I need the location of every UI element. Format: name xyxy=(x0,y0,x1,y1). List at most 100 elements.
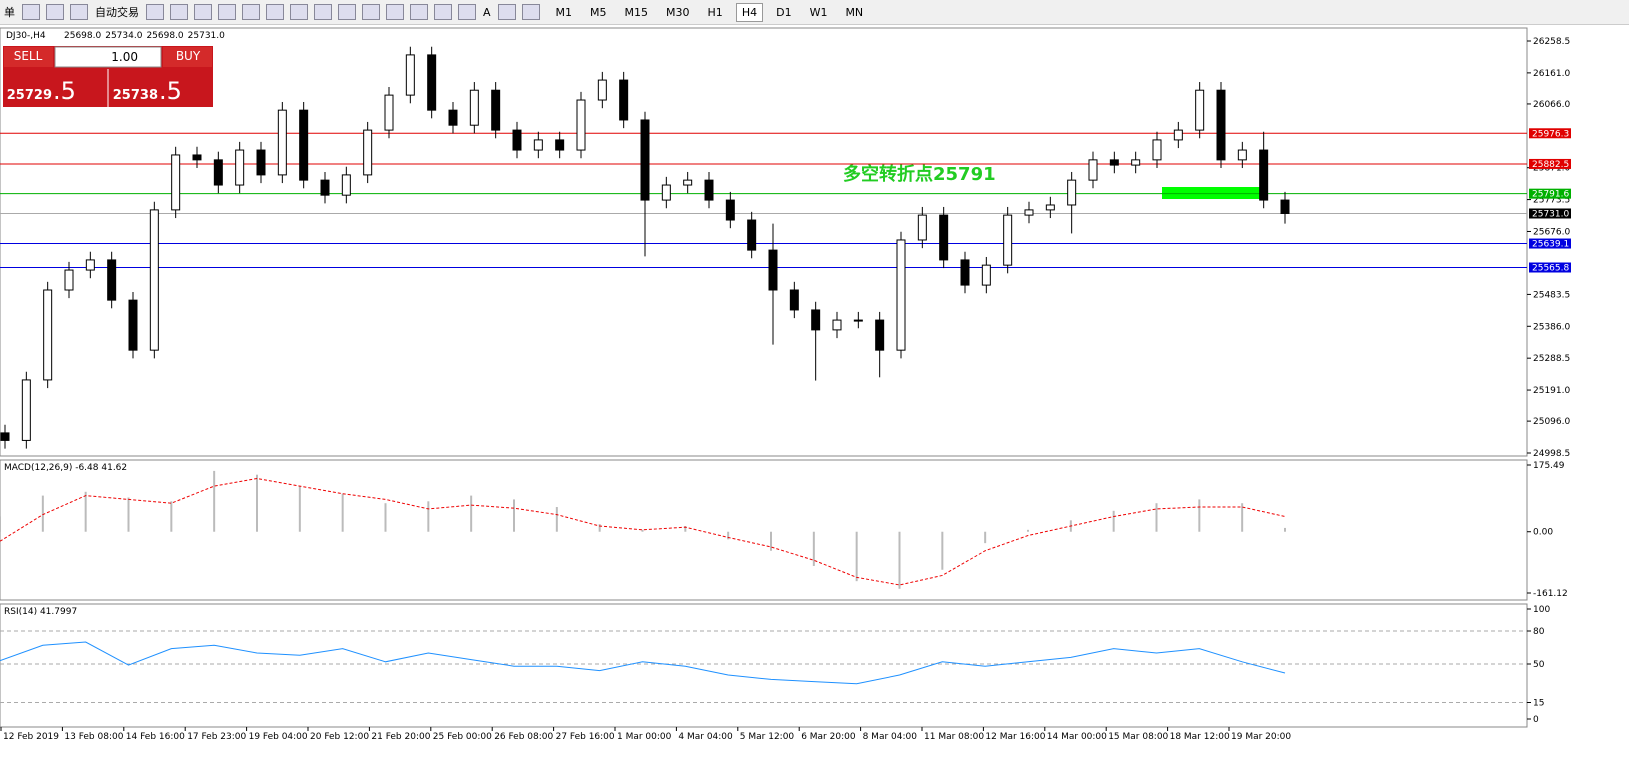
candle-body xyxy=(1280,199,1290,214)
y-tick-label: 25191.0 xyxy=(1533,386,1570,396)
level-tag xyxy=(1529,128,1571,139)
icon[interactable] xyxy=(242,4,260,20)
timeframe-button[interactable]: H4 xyxy=(735,2,764,22)
candle-body xyxy=(789,289,799,311)
candle-body xyxy=(832,319,842,331)
timeframe-button[interactable]: MN xyxy=(845,5,864,19)
timeframes: M1 M5 M15 M30 H1 H4 D1 W1 MN xyxy=(547,2,873,22)
icon[interactable] xyxy=(194,4,212,20)
x-tick-label: 4 Mar 04:00 xyxy=(678,732,733,742)
candle-body xyxy=(1152,139,1162,161)
timeframe-button[interactable]: H1 xyxy=(707,5,723,19)
icon[interactable] xyxy=(290,4,308,20)
x-tick-label: 6 Mar 20:00 xyxy=(801,732,856,742)
candle-body xyxy=(43,289,53,381)
icon[interactable] xyxy=(434,4,452,20)
level-tag xyxy=(1529,208,1571,219)
candle-body xyxy=(171,154,181,211)
icon[interactable] xyxy=(46,4,64,20)
y-tick-label: 26161.0 xyxy=(1533,69,1570,79)
candle-body xyxy=(939,214,949,261)
sell-label[interactable]: SELL xyxy=(14,49,43,63)
symbol: DJ30-,H4 xyxy=(6,31,46,41)
timeframe-button[interactable]: M15 xyxy=(624,5,649,19)
level-tag xyxy=(1529,238,1571,249)
level-label: 25639.1 xyxy=(1532,240,1569,250)
icon[interactable] xyxy=(521,4,540,20)
icon[interactable] xyxy=(22,4,40,20)
bid-small[interactable]: .5 xyxy=(53,77,76,105)
candle-body xyxy=(320,179,330,196)
x-tick-label: 5 Mar 12:00 xyxy=(740,732,795,742)
menu[interactable]: 单 xyxy=(4,6,15,19)
candle-body xyxy=(85,259,95,271)
buy-label[interactable]: BUY xyxy=(176,49,201,63)
y-tick-label: 26258.5 xyxy=(1533,37,1570,47)
timeframe-button[interactable]: M5 xyxy=(590,5,607,19)
icon[interactable] xyxy=(314,4,332,20)
icon[interactable] xyxy=(458,4,476,20)
icon[interactable] xyxy=(410,4,428,20)
icon[interactable] xyxy=(338,4,356,20)
x-tick-label: 20 Feb 12:00 xyxy=(310,732,369,742)
icon[interactable] xyxy=(170,4,188,20)
icon[interactable] xyxy=(146,4,164,20)
level-label: 25882.5 xyxy=(1532,160,1569,170)
y-tick-label: 80 xyxy=(1533,627,1545,637)
icon[interactable] xyxy=(70,4,88,20)
x-tick-label: 18 Mar 12:00 xyxy=(1170,732,1230,742)
rsi-label: RSI(14) 41.7997 xyxy=(4,607,77,617)
toolbar: 单 自动交易 A M1 M5 M15 M30 H1 H4 D1 W1 MN xyxy=(0,0,1629,25)
ohlc-value: 25734.0 xyxy=(105,31,142,41)
highlight-box xyxy=(1162,187,1265,199)
y-tick-label: 26066.0 xyxy=(1533,100,1570,110)
x-tick-label: 19 Mar 20:00 xyxy=(1231,732,1291,742)
candle-body xyxy=(1173,129,1183,141)
level-tag xyxy=(1529,158,1571,169)
x-tick-label: 8 Mar 04:00 xyxy=(863,732,918,742)
ohlc-value: 25698.0 xyxy=(146,31,183,41)
level-label: 25565.8 xyxy=(1532,264,1569,274)
y-tick-label: 15 xyxy=(1533,699,1544,709)
icon[interactable] xyxy=(218,4,236,20)
icon[interactable] xyxy=(386,4,404,20)
x-tick-label: 13 Feb 08:00 xyxy=(64,732,123,742)
candle-body xyxy=(917,214,927,241)
candle-body xyxy=(896,239,906,351)
candle-body xyxy=(427,54,437,111)
candle-body xyxy=(192,154,202,161)
candle-body xyxy=(533,139,543,151)
x-tick-label: 17 Feb 23:00 xyxy=(187,732,246,742)
sell-button[interactable] xyxy=(4,47,53,67)
candle-body xyxy=(1067,179,1077,206)
candle-body xyxy=(1216,89,1226,161)
candle-body xyxy=(107,259,117,301)
lot-value[interactable]: 1.00 xyxy=(111,50,138,64)
x-tick-label: 19 Feb 04:00 xyxy=(249,732,308,742)
autotrade-button[interactable]: 自动交易 xyxy=(95,6,139,19)
timeframe-button[interactable]: W1 xyxy=(809,5,828,19)
candle-body xyxy=(277,109,287,176)
timeframe-button[interactable]: D1 xyxy=(776,5,792,19)
bid-big[interactable]: 25729 xyxy=(7,88,52,103)
macd-signal xyxy=(0,477,1286,586)
y-tick-label: -161.12 xyxy=(1533,589,1568,599)
y-tick-label: 25773.5 xyxy=(1533,196,1570,206)
icon[interactable] xyxy=(497,4,516,20)
icon[interactable] xyxy=(266,4,284,20)
icon[interactable] xyxy=(362,4,380,20)
level-label: 25791.6 xyxy=(1532,190,1569,200)
candle-body xyxy=(661,184,671,201)
ask-small[interactable]: .5 xyxy=(159,77,182,105)
main-panel xyxy=(0,27,1528,457)
buy-button[interactable] xyxy=(163,47,212,67)
timeframe-button[interactable]: M1 xyxy=(555,5,573,19)
ask-big[interactable]: 25738 xyxy=(113,88,158,103)
timeframe-button[interactable]: M30 xyxy=(666,5,690,19)
text-tool[interactable]: A xyxy=(483,5,491,19)
y-tick-label: 25676.0 xyxy=(1533,227,1570,237)
candle-body xyxy=(1088,159,1098,181)
lot-input[interactable] xyxy=(54,46,162,68)
y-tick-label: 175.49 xyxy=(1533,461,1565,471)
x-tick-label: 11 Mar 08:00 xyxy=(924,732,984,742)
